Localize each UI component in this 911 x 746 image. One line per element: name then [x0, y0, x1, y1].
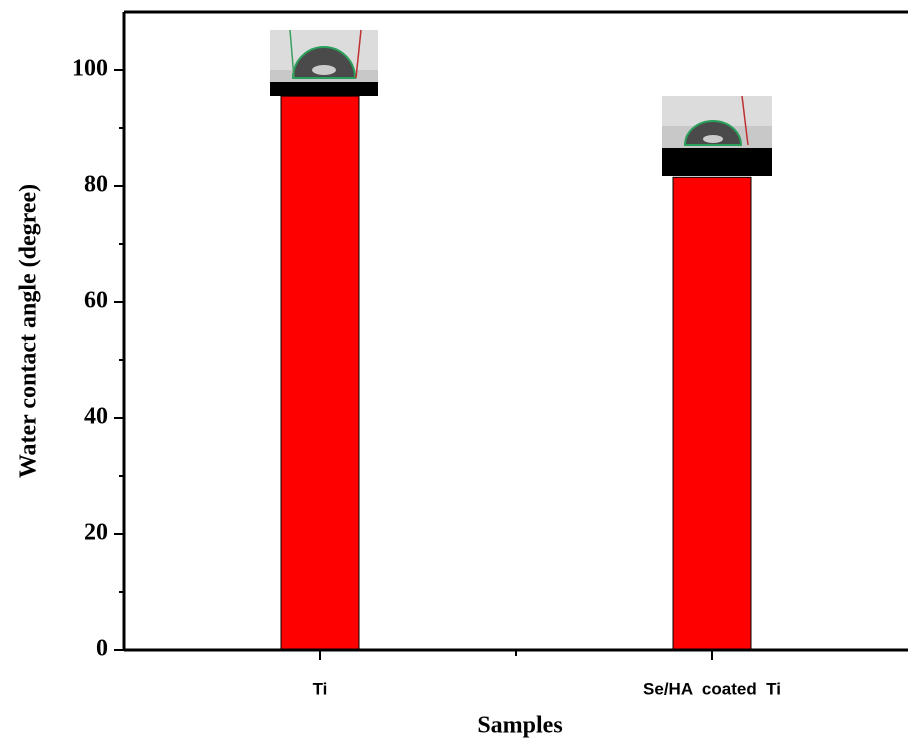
bar: [280, 95, 360, 651]
x-tick-label: Ti: [313, 679, 328, 698]
y-tick-label: 20: [84, 520, 108, 546]
y-tick-label: 0: [96, 636, 108, 662]
y-tick-label: 60: [84, 288, 108, 314]
y-tick-label: 40: [84, 404, 108, 430]
plot-area: 0 20 40 60 80 100 Ti Se/HA coated Ti: [72, 10, 908, 698]
inset-photo: [270, 29, 378, 96]
inset-photo: [662, 95, 772, 176]
x-tick-label: Se/HA coated Ti: [643, 679, 781, 698]
x-axis-title: Samples: [477, 713, 562, 739]
y-tick-label: 100: [72, 56, 108, 82]
y-axis-title: Water contact angle (degree): [16, 184, 42, 478]
bar: [672, 176, 752, 651]
y-tick-label: 80: [84, 172, 108, 198]
